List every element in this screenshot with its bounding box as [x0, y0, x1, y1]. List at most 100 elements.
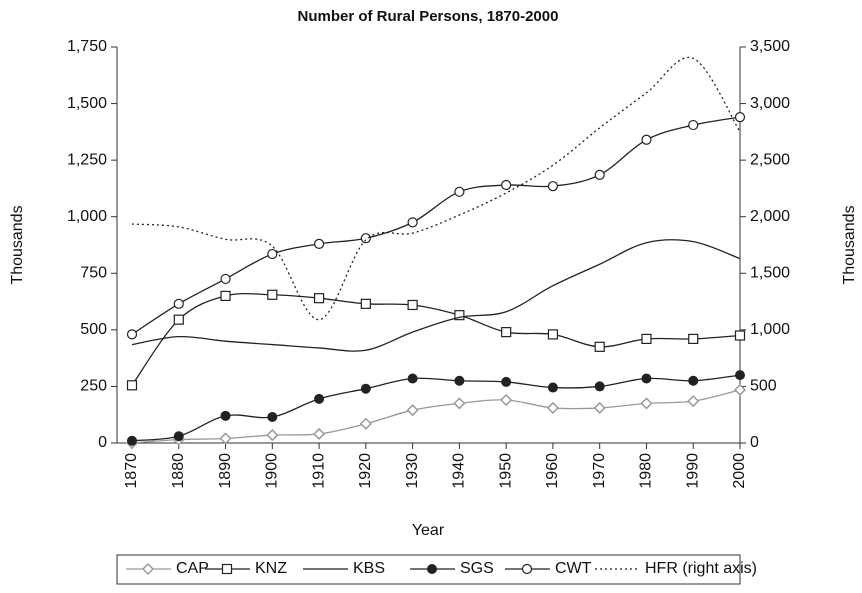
marker — [126, 380, 138, 391]
y-tick-label: 250 — [80, 378, 107, 395]
series-line — [131, 239, 741, 352]
marker — [640, 397, 653, 410]
marker — [687, 395, 700, 408]
marker — [547, 382, 558, 393]
marker — [733, 383, 747, 396]
marker — [313, 238, 325, 249]
marker — [127, 435, 137, 446]
x-tick-label: 1950 — [497, 453, 514, 489]
marker — [688, 333, 699, 345]
marker — [220, 273, 231, 285]
marker — [547, 181, 559, 192]
marker — [593, 401, 606, 414]
marker — [594, 341, 605, 352]
marker — [360, 233, 371, 244]
marker — [220, 290, 231, 302]
marker — [220, 410, 231, 421]
x-tick-label: 1920 — [357, 453, 374, 489]
y2-tick-label: 2,000 — [750, 208, 790, 225]
y2-tick-label: 1,500 — [750, 265, 790, 282]
marker — [641, 373, 652, 384]
marker — [406, 404, 419, 417]
marker — [267, 289, 278, 300]
marker — [219, 432, 232, 445]
marker — [267, 248, 278, 260]
marker — [173, 314, 184, 325]
marker — [267, 411, 278, 422]
marker — [360, 298, 371, 309]
marker — [126, 329, 138, 340]
marker — [359, 417, 372, 430]
series-line — [131, 374, 741, 442]
legend-label: KNZ — [255, 560, 287, 577]
marker — [407, 373, 418, 384]
y2-tick-label: 2,500 — [750, 151, 790, 168]
marker — [546, 401, 559, 414]
marker — [547, 329, 559, 340]
legend-label: KBS — [353, 560, 385, 577]
marker — [407, 299, 418, 311]
legend-label: CAP — [176, 560, 209, 577]
marker — [521, 563, 533, 575]
x-tick-label: 1890 — [217, 453, 234, 489]
marker — [173, 431, 184, 442]
y2-tick-label: 3,000 — [750, 95, 790, 112]
marker — [501, 327, 512, 338]
legend-label: CWT — [555, 560, 592, 577]
series-line — [131, 116, 741, 335]
marker — [407, 217, 418, 228]
marker — [221, 563, 233, 575]
y-axis-label: Thousands — [9, 205, 26, 284]
y-tick-label: 1,000 — [67, 208, 107, 225]
y2-tick-label: 3,500 — [750, 38, 790, 55]
marker — [734, 330, 746, 341]
marker — [594, 381, 605, 392]
marker — [453, 397, 466, 410]
legend-label: SGS — [460, 560, 494, 577]
y2-tick-label: 1,000 — [750, 321, 790, 338]
x-axis-label: Year — [412, 522, 445, 539]
y-tick-label: 750 — [80, 265, 107, 282]
x-tick-label: 1870 — [123, 453, 140, 489]
marker — [266, 429, 279, 442]
y-tick-label: 500 — [80, 321, 107, 338]
marker — [141, 562, 155, 576]
y-tick-label: 1,750 — [67, 38, 107, 55]
marker — [454, 375, 465, 386]
x-tick-label: 1900 — [264, 453, 281, 489]
marker — [313, 293, 325, 304]
marker — [454, 310, 465, 321]
x-tick-label: 1990 — [684, 453, 701, 489]
marker — [594, 169, 605, 180]
marker — [641, 134, 652, 145]
legend-box — [116, 554, 741, 585]
x-tick-label: 1960 — [544, 453, 561, 489]
legend-label: HFR (right axis) — [645, 560, 757, 577]
x-tick-label: 1910 — [310, 453, 327, 489]
marker — [427, 564, 437, 574]
marker — [360, 383, 371, 394]
marker — [501, 376, 512, 387]
y2-tick-label: 0 — [750, 434, 759, 451]
series-line — [131, 56, 741, 321]
x-tick-label: 2000 — [731, 453, 748, 489]
marker — [735, 370, 745, 381]
marker — [314, 393, 325, 404]
marker — [688, 375, 699, 386]
y-tick-label: 1,500 — [67, 95, 107, 112]
x-tick-label: 1980 — [638, 453, 655, 489]
marker — [734, 112, 746, 123]
chart-title: Number of Rural Persons, 1870-2000 — [298, 8, 559, 25]
x-tick-label: 1930 — [404, 453, 421, 489]
marker — [313, 427, 326, 441]
marker — [641, 333, 652, 345]
x-tick-label: 1940 — [451, 453, 468, 489]
marker — [688, 119, 699, 131]
marker — [454, 186, 465, 197]
y2-tick-label: 500 — [750, 378, 777, 395]
y2-axis-label: Thousands — [841, 205, 858, 284]
y-tick-label: 1,250 — [67, 151, 107, 168]
marker — [501, 179, 512, 191]
marker — [500, 393, 513, 407]
